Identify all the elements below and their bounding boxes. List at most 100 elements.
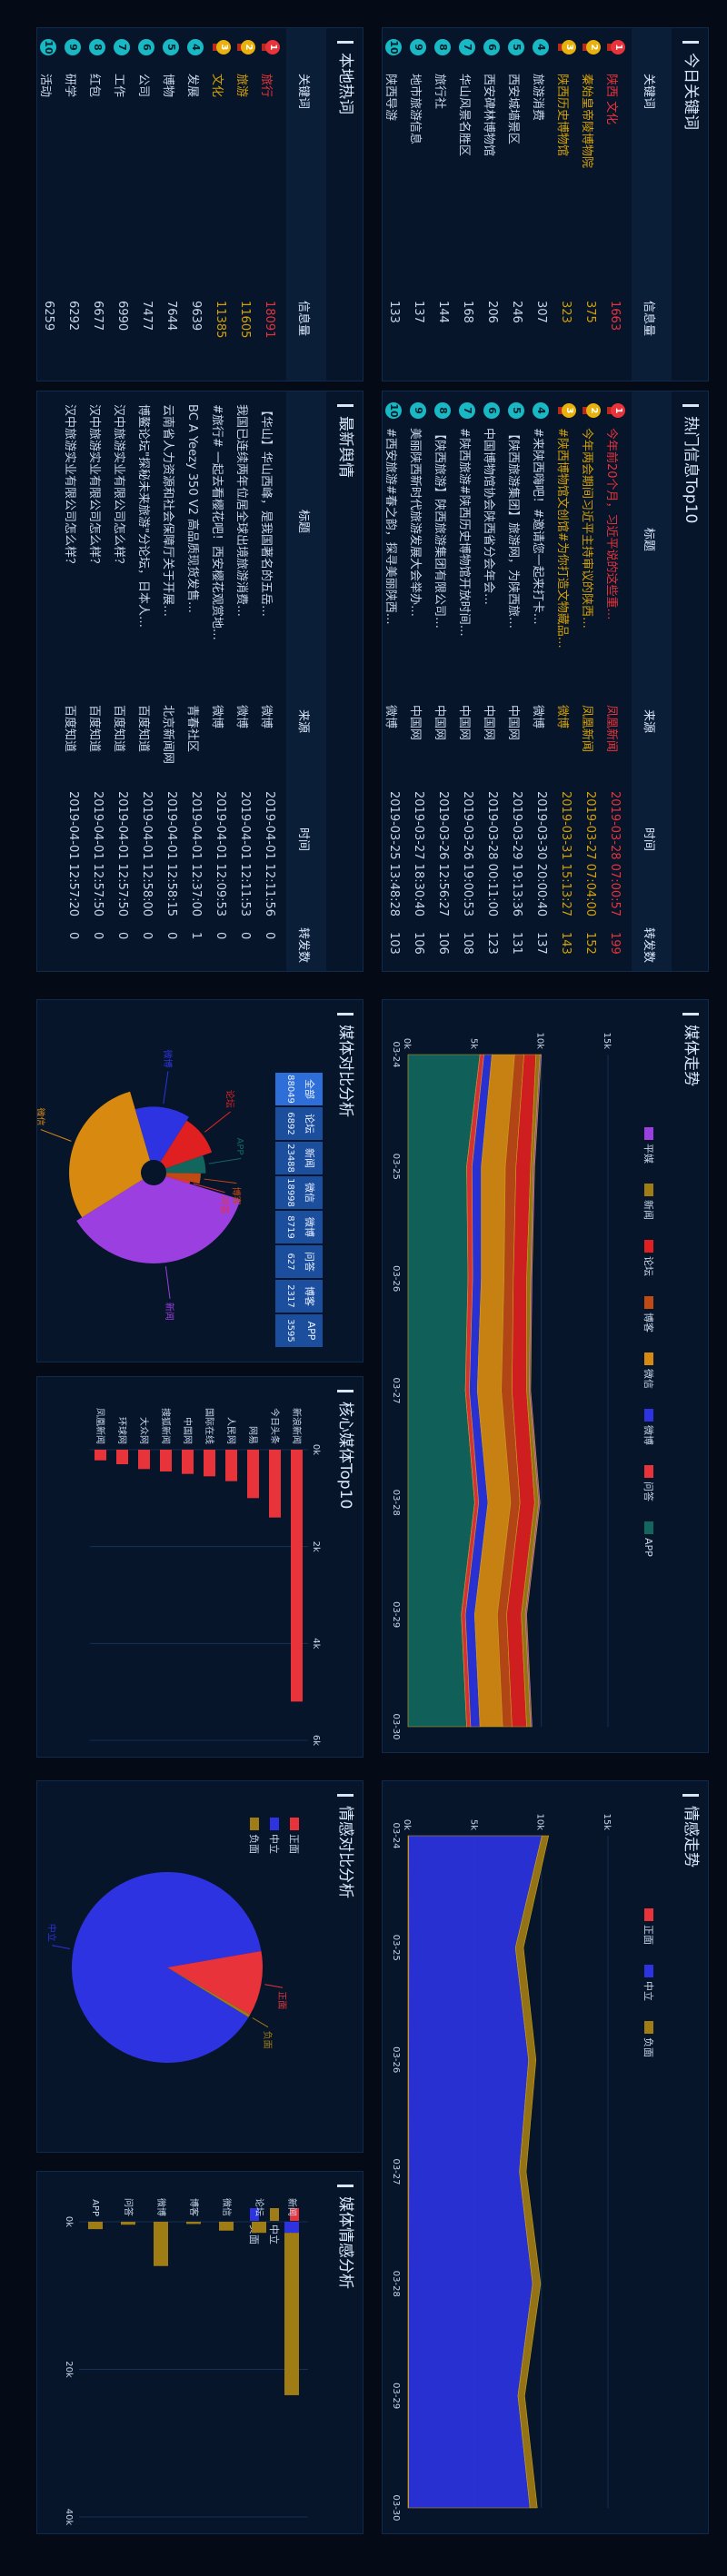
bar-中立[interactable] bbox=[284, 2233, 299, 2395]
pie-slice-博客[interactable] bbox=[165, 1173, 201, 1184]
info-title[interactable]: 中国博物馆协会陕西省分会年会… bbox=[482, 428, 495, 606]
legend-label: 新闻 bbox=[642, 1200, 655, 1220]
legend-item[interactable]: 中立 bbox=[642, 1965, 655, 2001]
pie-slice-正面[interactable] bbox=[167, 1950, 263, 2016]
bar-中立[interactable] bbox=[121, 2222, 135, 2225]
panel-title: 最新舆情 bbox=[336, 404, 354, 478]
y-tick-label: 10k bbox=[535, 1813, 545, 1830]
info-reposts: 0 bbox=[238, 932, 252, 940]
bar[interactable] bbox=[138, 1450, 150, 1470]
legend-item[interactable]: 微信 bbox=[642, 1352, 655, 1389]
info-title[interactable]: 【陕西旅游集团】旅游网，为陕西旅… bbox=[506, 428, 520, 629]
legend-item[interactable]: 微博 bbox=[642, 1409, 655, 1445]
bar-中立[interactable] bbox=[219, 2222, 234, 2231]
slice-label: APP bbox=[234, 1137, 244, 1154]
info-title[interactable]: 【华山】华山西峰，是我国著名的五岳… bbox=[259, 404, 273, 618]
legend-swatch bbox=[644, 1521, 653, 1534]
legend-item[interactable]: APP bbox=[642, 1521, 654, 1557]
legend-item[interactable]: 博客 bbox=[642, 1296, 655, 1333]
pie-slice-新闻[interactable] bbox=[76, 1176, 241, 1263]
legend-label: 中立 bbox=[268, 2224, 281, 2244]
bar-中立[interactable] bbox=[252, 2222, 266, 2234]
bar[interactable] bbox=[182, 1450, 194, 1474]
legend-item[interactable]: 正面 bbox=[642, 1908, 654, 1945]
slice-label: 正面 bbox=[276, 1991, 286, 2009]
info-title[interactable]: #来陕西嗨吧！#邀请您一起来打卡… bbox=[531, 428, 544, 625]
info-time: 2019-04-01 12:11:56 bbox=[263, 791, 276, 917]
info-title[interactable]: 博鳌论坛"探秘未来旅游"分论坛，日本人… bbox=[136, 404, 150, 628]
legend-item[interactable]: 中立 bbox=[268, 1818, 281, 1854]
keyword-text: 工作 bbox=[112, 74, 125, 98]
legend-item[interactable]: 正面 bbox=[288, 1818, 300, 1854]
bar[interactable] bbox=[204, 1450, 215, 1477]
legend-item[interactable]: 新闻 bbox=[642, 1184, 655, 1220]
legend-item[interactable]: 平媒 bbox=[642, 1127, 654, 1164]
pie-slice-APP[interactable] bbox=[165, 1155, 206, 1174]
legend-item[interactable]: 论坛 bbox=[642, 1240, 655, 1276]
x-tick-label: 03-30 bbox=[391, 2494, 401, 2521]
bar[interactable] bbox=[247, 1450, 259, 1499]
legend-item[interactable]: 中立 bbox=[268, 2208, 281, 2244]
rank-badge: 9 bbox=[410, 39, 426, 55]
info-title[interactable]: 美丽陕西新时代旅游发展大会举办… bbox=[408, 428, 422, 618]
info-reposts: 0 bbox=[263, 932, 276, 940]
info-title[interactable]: #陕西旅游#陕西历史博物馆开放时间… bbox=[457, 428, 471, 637]
bar[interactable] bbox=[291, 1450, 303, 1702]
bar[interactable] bbox=[95, 1450, 106, 1461]
area-series-负面[interactable] bbox=[514, 1835, 550, 2509]
info-title[interactable]: 【陕西旅游】陕西旅游集团有限公司… bbox=[433, 428, 446, 629]
legend-item[interactable]: 负面 bbox=[642, 2021, 655, 2057]
pie-slice-中立[interactable] bbox=[72, 1872, 262, 2063]
info-reposts: 0 bbox=[164, 932, 178, 940]
pie-slice-论坛[interactable] bbox=[160, 1120, 213, 1169]
legend-label: APP bbox=[642, 1538, 654, 1557]
bar-负面[interactable] bbox=[284, 2222, 299, 2234]
info-title[interactable]: 汉中旅游实业有限公司怎么样？ bbox=[112, 404, 125, 570]
table-row[interactable]: 10 #西安旅游#春之韵，探寻美丽陕西… 微博 2019-03-25 13:48:28… bbox=[382, 391, 409, 971]
slice-label: 中立 bbox=[45, 1924, 57, 1942]
info-title[interactable]: BC A Yeezy 350 V2 高品质现货发售… bbox=[185, 404, 199, 614]
info-source: 微博 bbox=[555, 705, 569, 729]
info-title[interactable]: 我国已连续两年位居全球出境旅游消费… bbox=[234, 404, 248, 618]
info-title[interactable]: #旅行# 一起去看樱花吧！西安樱花观赏地… bbox=[210, 404, 224, 640]
info-title[interactable]: #陕西博物馆文创馆#为你打造文物藏品… bbox=[555, 428, 569, 649]
info-source: 中国网 bbox=[433, 705, 446, 741]
y-tick-label: 中国网 bbox=[182, 1417, 194, 1444]
bar[interactable] bbox=[160, 1450, 172, 1471]
x-tick-label: 03-24 bbox=[391, 1041, 401, 1067]
table-row[interactable]: 10 活动 6259 bbox=[36, 28, 64, 381]
area-series-平媒[interactable] bbox=[524, 1054, 542, 1728]
x-tick-label: 03-29 bbox=[391, 1601, 401, 1628]
pie-slice-负面[interactable] bbox=[167, 1967, 251, 2017]
info-title[interactable]: 汉中旅游实业有限公司怎么样？ bbox=[87, 404, 101, 570]
info-title[interactable]: #西安旅游#春之韵，探寻美丽陕西… bbox=[383, 428, 397, 625]
table-row[interactable]: 汉中旅游实业有限公司怎么样？ 百度知道 2019-04-01 12:57:20 0 bbox=[55, 391, 88, 971]
pie-slice-微博[interactable] bbox=[134, 1106, 189, 1163]
legend-item[interactable]: 负面 bbox=[248, 1818, 261, 1854]
bar-中立[interactable] bbox=[88, 2222, 103, 2230]
keyword-count: 144 bbox=[436, 301, 450, 323]
bar-中立[interactable] bbox=[186, 2222, 201, 2224]
y-tick-label: APP bbox=[90, 2199, 100, 2216]
info-title[interactable]: 今年两会期间习近平主持审议的陕西… bbox=[580, 428, 593, 629]
bar[interactable] bbox=[225, 1450, 237, 1481]
medal-icon: 1 bbox=[607, 39, 625, 55]
info-reposts: 0 bbox=[140, 932, 154, 940]
rank-badge: 7 bbox=[114, 39, 130, 55]
info-title[interactable]: 汉中旅游实业有限公司怎么样？ bbox=[63, 404, 76, 570]
bar[interactable] bbox=[269, 1450, 281, 1518]
rank-badge: 9 bbox=[410, 402, 426, 419]
info-source: 凤凰新闻 bbox=[580, 705, 593, 753]
info-source: 百度知道 bbox=[63, 705, 76, 753]
bar[interactable] bbox=[116, 1450, 128, 1464]
info-title[interactable]: 云南省人力资源和社会保障厅关于开展… bbox=[161, 404, 174, 618]
bar-中立[interactable] bbox=[154, 2222, 168, 2266]
rank-number: 3 bbox=[564, 407, 574, 414]
pie-slice-微信[interactable] bbox=[69, 1091, 151, 1218]
col-header-source: 来源 bbox=[296, 709, 310, 734]
table-row[interactable]: 10 陕西导游 133 bbox=[382, 28, 409, 381]
legend-item[interactable]: 问答 bbox=[642, 1465, 655, 1501]
info-time: 2019-03-28 07:00:57 bbox=[608, 791, 622, 917]
pie-slice-问答[interactable] bbox=[165, 1175, 191, 1184]
info-title[interactable]: 今年前20个月，习近平说的这些重… bbox=[604, 428, 618, 620]
